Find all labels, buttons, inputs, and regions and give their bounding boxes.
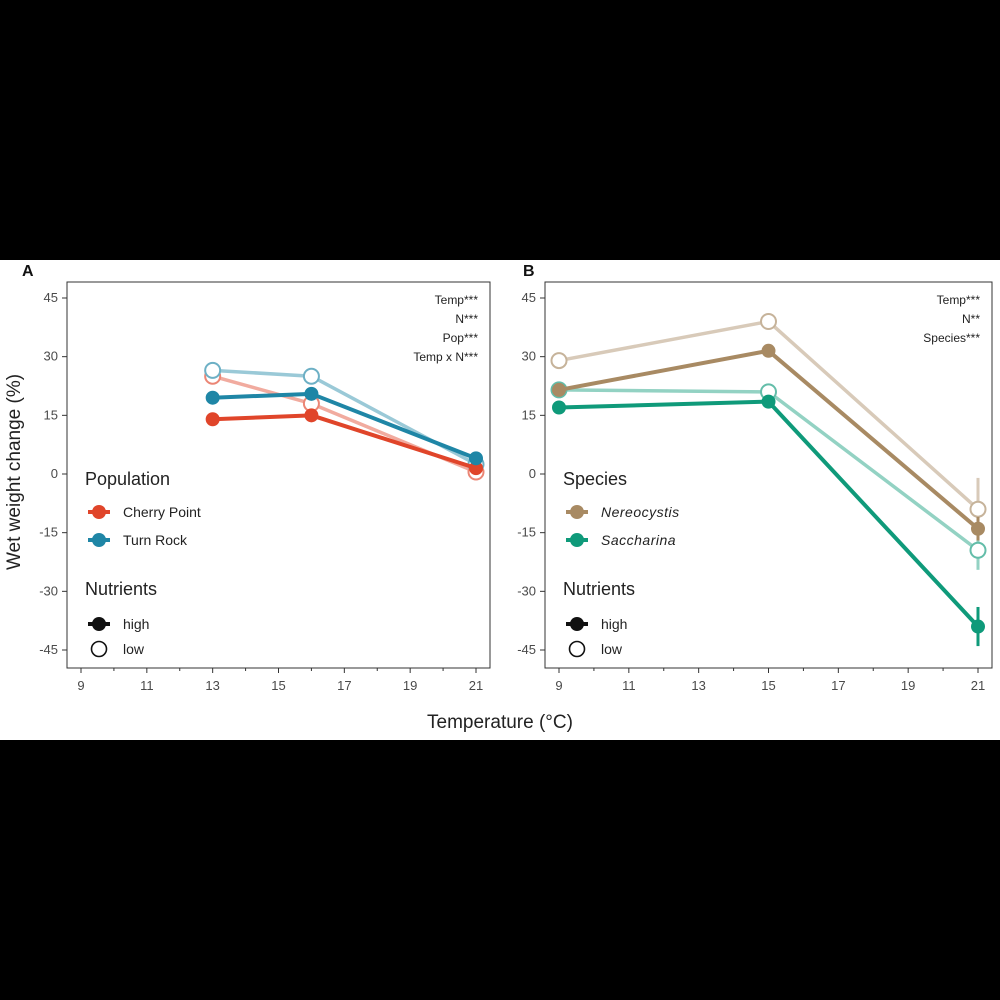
y-tick-label: 15 xyxy=(522,407,536,422)
data-point xyxy=(969,541,987,559)
data-point xyxy=(304,408,319,423)
legend-key-marker xyxy=(92,533,106,547)
x-tick-label: 11 xyxy=(140,678,154,693)
legend-label: Cherry Point xyxy=(123,504,201,520)
data-point xyxy=(469,451,483,466)
y-tick-label: -30 xyxy=(39,583,58,598)
x-tick-label: 11 xyxy=(622,678,636,693)
data-point xyxy=(761,394,776,409)
stats-annotation: Pop*** xyxy=(443,331,479,345)
y-tick-label: 45 xyxy=(44,290,58,305)
x-tick-label: 17 xyxy=(831,678,845,693)
data-point xyxy=(971,521,985,536)
legend-title: Species xyxy=(563,469,627,489)
data-point xyxy=(302,367,320,385)
series-saccharina-high xyxy=(552,394,985,647)
legend-group: Species Nereocystis Saccharina xyxy=(563,469,680,548)
panel-A: A 45 30 15 0 -15 -30 -45 9 11 13 15 17 19 21 Temp*** N**… xyxy=(22,263,491,693)
legend-key-marker xyxy=(570,533,584,547)
legend-key-marker xyxy=(570,617,584,631)
legend-key-marker xyxy=(90,640,108,658)
figure: A 45 30 15 0 -15 -30 -45 9 11 13 15 17 19 21 Temp*** N**… xyxy=(0,260,1000,740)
legend-key-marker xyxy=(92,505,106,519)
y-tick-label: -45 xyxy=(39,642,58,657)
data-point xyxy=(969,500,987,518)
panel-B: B 45 30 15 0 -15 -30 -45 9 11 13 15 17 19 21 Temp*** N**… xyxy=(517,263,993,693)
y-tick-label: 30 xyxy=(522,349,536,364)
data-point xyxy=(761,343,776,358)
stats-annotation: N** xyxy=(962,312,980,326)
legend-key-marker xyxy=(568,640,586,658)
y-tick-label: -45 xyxy=(517,642,536,657)
legend-title: Nutrients xyxy=(85,579,157,599)
stats-annotation: Temp x N*** xyxy=(413,350,478,364)
legend-label: Saccharina xyxy=(601,532,676,548)
stats-annotation: Temp*** xyxy=(435,293,479,307)
x-tick-label: 15 xyxy=(761,678,775,693)
data-point xyxy=(971,619,985,634)
legend-label: high xyxy=(123,616,149,632)
series-turn-rock-high xyxy=(205,386,483,466)
legend-group: Population Cherry Point Turn Rock xyxy=(85,469,201,548)
x-tick-label: 13 xyxy=(691,678,705,693)
y-tick-label: 0 xyxy=(51,466,58,481)
x-tick-label: 17 xyxy=(337,678,351,693)
data-point xyxy=(205,412,220,427)
y-tick-label: 45 xyxy=(522,290,536,305)
y-tick-label: -30 xyxy=(517,583,536,598)
x-tick-label: 21 xyxy=(971,678,985,693)
legend-label: low xyxy=(601,641,623,657)
legend-label: Nereocystis xyxy=(601,504,680,520)
legend-label: low xyxy=(123,641,145,657)
data-point xyxy=(552,400,566,415)
stats-annotation: Temp*** xyxy=(937,293,981,307)
data-point xyxy=(204,361,222,379)
y-tick-label: -15 xyxy=(39,525,58,540)
x-tick-label: 19 xyxy=(403,678,417,693)
y-tick-label: 0 xyxy=(529,466,536,481)
plot-frame xyxy=(66,281,491,669)
stats-annotation: N*** xyxy=(455,312,478,326)
x-tick-label: 21 xyxy=(469,678,483,693)
legend-label: high xyxy=(601,616,627,632)
panel-label: B xyxy=(523,263,535,280)
x-axis-title: Temperature (°C) xyxy=(427,712,573,733)
y-tick-label: -15 xyxy=(517,525,536,540)
y-axis-title: Wet weight change (%) xyxy=(4,374,25,570)
data-point xyxy=(552,382,566,397)
panel-label: A xyxy=(22,263,34,280)
legend-title: Nutrients xyxy=(563,579,635,599)
legend-label: Turn Rock xyxy=(123,532,188,548)
x-tick-label: 9 xyxy=(77,678,84,693)
data-point xyxy=(550,352,568,370)
x-tick-label: 19 xyxy=(901,678,915,693)
legend-key-marker xyxy=(570,505,584,519)
legend-title: Population xyxy=(85,469,170,489)
x-tick-label: 13 xyxy=(205,678,219,693)
stats-annotation: Species*** xyxy=(923,331,980,345)
legend-group: Nutrients high low xyxy=(563,579,635,658)
legend-group: Nutrients high low xyxy=(85,579,157,658)
data-point xyxy=(205,390,220,405)
series-nereocystis-low xyxy=(550,312,987,541)
y-tick-label: 30 xyxy=(44,349,58,364)
chart-svg: A 45 30 15 0 -15 -30 -45 9 11 13 15 17 19 21 Temp*** N**… xyxy=(4,263,993,733)
data-point xyxy=(760,312,777,330)
series-cherry-point-high xyxy=(205,408,483,476)
series-nereocystis-high xyxy=(552,343,985,541)
data-point xyxy=(304,386,319,401)
x-tick-label: 15 xyxy=(271,678,285,693)
legend-key-marker xyxy=(92,617,106,631)
x-tick-label: 9 xyxy=(555,678,562,693)
y-tick-label: 15 xyxy=(44,407,58,422)
